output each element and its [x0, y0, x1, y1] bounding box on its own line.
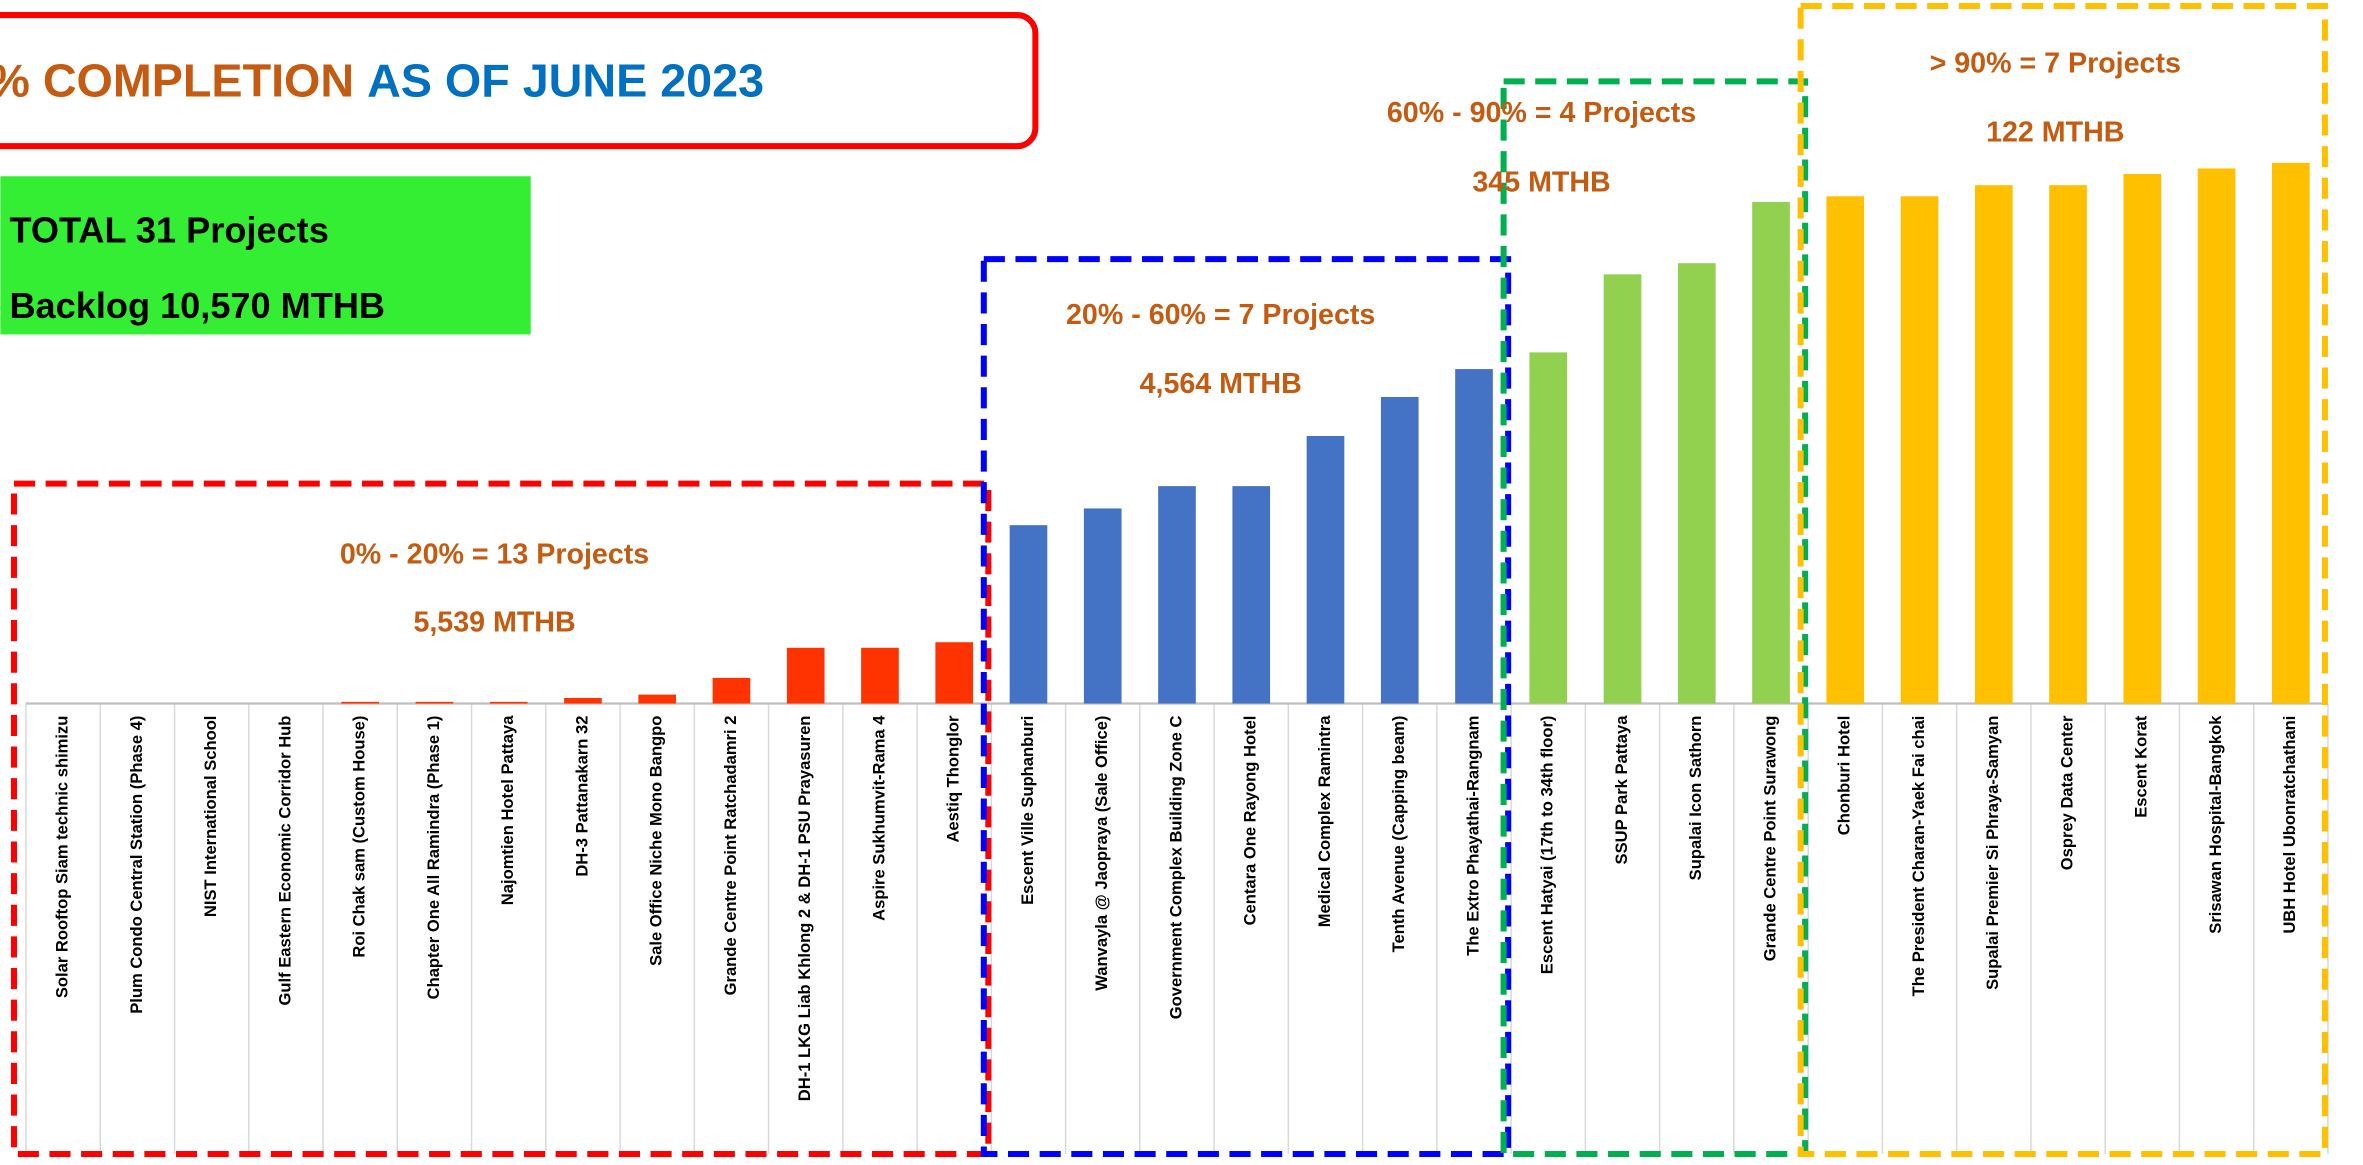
x-tick-label: Escent Ville Suphanburi — [1018, 716, 1037, 905]
x-tick-label: Centara One Rayong Hotel — [1241, 716, 1260, 926]
x-tick-label: DH-3 Pattanakarn 32 — [572, 716, 591, 877]
x-tick-label: Najomtien Hotel Pattaya — [498, 715, 517, 905]
bar — [415, 701, 454, 704]
x-tick-label: Medical Complex Ramintra — [1315, 715, 1334, 927]
bar — [1009, 525, 1048, 704]
bar — [1677, 263, 1716, 704]
group-box — [980, 256, 1512, 1157]
bar — [712, 677, 751, 704]
x-tick-label: Tenth Avenue (Capping beam) — [1389, 716, 1408, 953]
x-tick-label: Wanvayla @ Jaopraya (Sale Office) — [1092, 716, 1111, 991]
bar — [935, 642, 974, 704]
x-tick-label: Escent Hatyai (17th to 34th floor) — [1538, 716, 1557, 975]
bar — [2197, 168, 2236, 704]
bar — [1603, 274, 1642, 704]
bar — [2123, 174, 2162, 704]
x-tick-label: Chapter One All Ramindra (Phase 1) — [424, 716, 443, 1000]
bar — [1232, 486, 1271, 704]
summary-text: TOTAL 31 Projects — [9, 210, 328, 251]
x-tick-label: DH-1 LKG Liab Khlong 2 & DH-1 PSU Prayas… — [795, 716, 814, 1102]
group-total: 122 MTHB — [1986, 117, 2124, 149]
x-tick-label: Grande Centre Point Ratchadamri 2 — [721, 716, 740, 996]
x-tick-label: Solar Rooftop Siam technic shimizu — [53, 716, 72, 999]
x-tick-label: Aestiq Thonglor — [944, 715, 963, 843]
bar — [2271, 162, 2310, 704]
group-label: 60% - 90% = 4 Projects — [1387, 97, 1696, 129]
title-part: AS OF JUNE 2023 — [367, 54, 764, 106]
group-box — [1500, 78, 1809, 1157]
x-tick-label: The President Charan-Yaek Fai chai — [1909, 716, 1928, 997]
group-box — [10, 480, 992, 1157]
group-label: > 90% = 7 Projects — [1930, 47, 2181, 79]
bar — [1083, 508, 1122, 704]
bar — [1529, 352, 1568, 704]
bar — [861, 647, 899, 704]
x-tick-label: Aspire Sukhumvit-Rama 4 — [869, 715, 888, 921]
group-total: 345 MTHB — [1472, 166, 1610, 198]
bar — [564, 697, 602, 704]
bar — [1900, 196, 1939, 704]
bar — [1158, 486, 1196, 704]
summary-box — [0, 176, 531, 335]
bar — [1380, 396, 1419, 704]
bar — [1455, 369, 1493, 704]
group-label: 20% - 60% = 7 Projects — [1066, 299, 1375, 331]
x-tick-label: SSUP Park Pattaya — [1612, 715, 1631, 865]
bar — [1306, 435, 1345, 704]
bar — [1826, 196, 1865, 704]
group-label: 0% - 20% = 13 Projects — [340, 538, 649, 570]
x-tick-label: Government Complex Building Zone C — [1166, 716, 1185, 1020]
x-tick-label: Grande Centre Point Surawong — [1760, 716, 1779, 962]
group-total: 5,539 MTHB — [413, 606, 575, 638]
x-tick-label: Roi Chak sam (Custom House) — [350, 716, 369, 958]
x-tick-label: Supalai Icon Sathorn — [1686, 716, 1705, 881]
chart-title: % COMPLETION AS OF JUNE 2023 — [0, 54, 764, 106]
group-box — [1797, 3, 2328, 1157]
bar — [786, 647, 825, 704]
bar — [341, 701, 380, 704]
bar — [489, 701, 528, 704]
x-tick-label: Sale Office Niche Mono Bangpo — [647, 716, 666, 966]
x-tick-label: Plum Condo Central Station (Phase 4) — [127, 716, 146, 1014]
bar — [1974, 185, 2013, 704]
x-tick-label: Gulf Eastern Economic Corridor Hub — [275, 716, 294, 1006]
title-box — [0, 12, 1039, 150]
bar — [1752, 201, 1790, 704]
group-total: 4,564 MTHB — [1140, 368, 1302, 400]
x-tick-label: Osprey Data Center — [2057, 715, 2076, 870]
bar — [638, 694, 677, 704]
x-tick-label: Supalai Premier Si Phraya-Samyan — [1983, 716, 2002, 990]
x-tick-label: The Extro Phayathai-Rangnam — [1463, 716, 1482, 956]
x-tick-label: NIST International School — [201, 716, 220, 918]
bar — [2049, 185, 2087, 704]
x-tick-label: Escent Korat — [2132, 715, 2151, 818]
x-tick-label: UBH Hotel Ubonratchathani — [2280, 716, 2299, 934]
title-part: % COMPLETION — [0, 54, 354, 106]
summary-text: Backlog 10,570 MTHB — [9, 285, 385, 326]
x-tick-label: Chonburi Hotel — [1835, 716, 1854, 836]
x-tick-label: Srisawan Hospital-Bangkok — [2206, 715, 2225, 934]
